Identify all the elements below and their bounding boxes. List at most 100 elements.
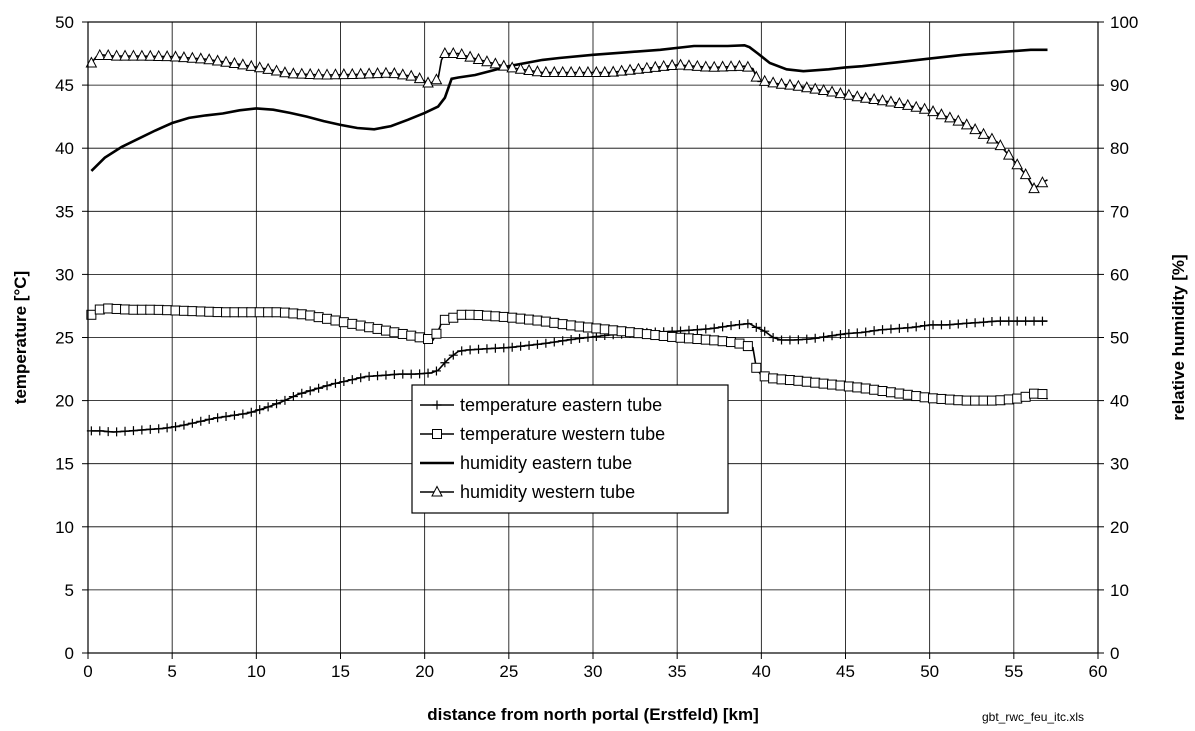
data-point [810,333,820,343]
data-point [363,67,375,79]
data-point [1036,176,1049,188]
data-point [245,59,258,71]
data-point [120,426,130,436]
data-point [288,392,298,402]
data-point [431,366,441,376]
data-point [356,373,366,383]
y-tick-label: 50 [55,13,74,32]
data-point [962,318,972,328]
data-point [280,395,290,405]
data-point [945,320,955,330]
data-point [625,327,636,338]
data-point [314,383,324,393]
data-point [498,311,509,322]
data-point [490,311,501,322]
x-tick-label: 45 [836,662,855,681]
data-point [910,100,923,112]
data-point [338,68,350,80]
data-point [455,47,468,60]
data-point [271,307,282,318]
data-point [448,350,458,360]
data-point [338,317,349,328]
x-tick-label: 35 [668,662,687,681]
data-point [213,413,223,423]
data-point [465,345,475,355]
legend-label: humidity eastern tube [460,453,632,473]
data-point [305,386,315,396]
data-point [102,48,115,61]
data-point [330,378,340,388]
y2-tick-label: 0 [1110,644,1119,663]
data-point [381,370,391,380]
data-point [718,322,728,332]
data-point [599,324,610,335]
data-point [237,307,248,318]
data-point [827,379,838,390]
legend-marker [432,400,442,410]
data-point [516,341,526,351]
data-point [558,336,568,346]
data-point [263,307,274,318]
data-point [329,68,342,80]
data-point [911,391,922,402]
data-point [641,61,653,73]
y2-tick-label: 30 [1110,455,1129,474]
data-point [784,375,795,386]
data-point [523,63,535,75]
data-point [674,58,687,70]
data-point [196,416,206,426]
x-tick-label: 15 [331,662,350,681]
data-point [733,59,746,71]
data-point [364,322,375,333]
data-point [768,333,778,342]
data-point [347,375,357,385]
data-point [211,54,224,66]
x-tick-label: 10 [247,662,266,681]
y2-tick-label: 70 [1110,202,1129,221]
data-point [253,61,266,73]
data-point [322,313,333,324]
data-point [255,405,265,415]
data-point [742,60,754,72]
data-point [322,381,332,391]
data-point [784,78,796,90]
data-point [178,51,190,63]
data-point [575,333,585,343]
data-point [759,371,770,382]
data-point [734,320,744,330]
data-point [481,310,492,321]
legend-label: humidity western tube [460,482,635,502]
data-point [439,46,451,59]
data-point [465,309,476,320]
data-point [406,330,417,341]
data-point [995,316,1005,326]
x-axis-title: distance from north portal (Erstfeld) [k… [427,705,759,724]
data-point [1011,158,1024,170]
series-humidity-western-tube [85,46,1049,194]
data-point [120,304,131,315]
data-point [751,362,762,373]
data-point [86,309,97,320]
data-point [238,409,248,419]
data-point [911,322,921,332]
data-point [701,324,711,334]
data-point [380,325,391,336]
data-point [161,50,173,62]
data-point [220,55,232,67]
y-tick-label: 15 [55,455,74,474]
data-point [978,395,989,406]
y2-tick-label: 90 [1110,76,1129,95]
data-point [852,382,863,393]
data-point [194,52,207,64]
y-axis-title: temperature [°C] [11,271,30,404]
data-point [700,334,711,345]
data-point [843,88,855,100]
data-point [666,58,678,70]
data-point [928,393,939,404]
data-point [777,335,787,345]
data-point [751,322,761,332]
data-point [684,325,694,335]
data-point [633,328,644,339]
data-point [279,307,290,318]
